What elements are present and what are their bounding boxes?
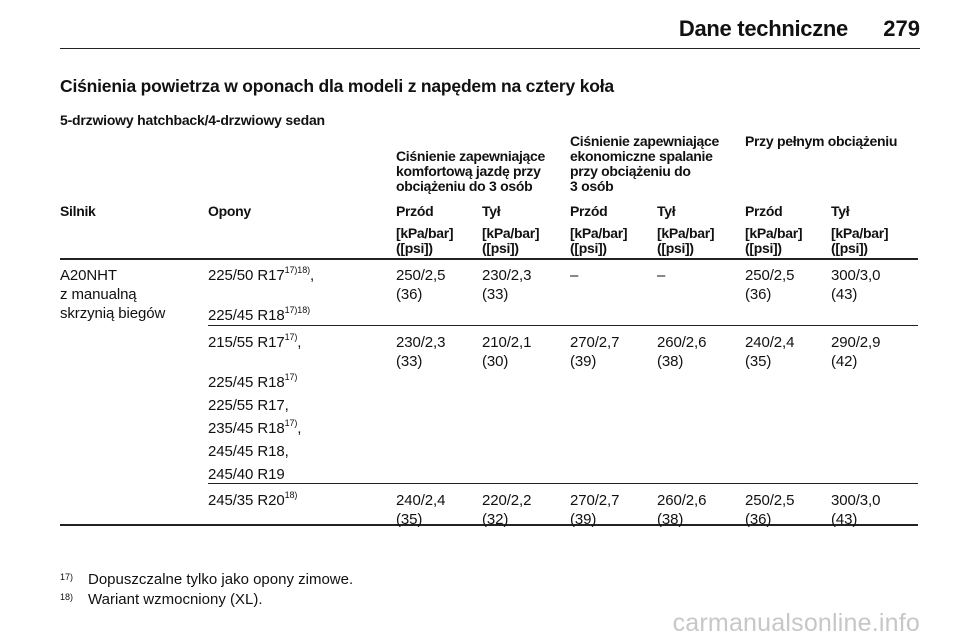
- col-header-comfort-rear: Tył: [482, 203, 501, 219]
- pressure-value: 250/2,5 (36): [745, 267, 795, 303]
- footnote-text: Wariant wzmocniony (XL).: [88, 591, 263, 608]
- page-header: Dane techniczne 279: [60, 14, 920, 49]
- table-header-rule: [60, 258, 918, 260]
- col-header-eco-rear: Tył: [657, 203, 676, 219]
- section-title: Ciśnienia powietrza w oponach dla modeli…: [60, 76, 614, 96]
- pressure-value: 230/2,3 (33): [396, 334, 446, 370]
- pressure-value: 240/2,4 (35): [745, 334, 795, 370]
- unit-full-front: [kPa/bar] ([psi]): [745, 225, 803, 256]
- unit-full-rear: [kPa/bar] ([psi]): [831, 225, 889, 256]
- tyre-separator: ,: [310, 267, 315, 284]
- tyre-size: 225/45 R1817): [208, 372, 298, 392]
- pressure-value: 300/3,0 (43): [831, 492, 881, 528]
- tyre-footnote-ref: 17): [284, 332, 298, 342]
- tyre-separator: ,: [297, 420, 302, 437]
- col-header-eco-front: Przód: [570, 203, 608, 219]
- footnote-text: Dopuszczalne tylko jako opony zimowe.: [88, 571, 354, 588]
- row-divider: [208, 483, 918, 484]
- footnote-17: 17) Dopuszczalne tylko jako opony zimowe.: [60, 571, 353, 588]
- tyre-size: 245/35 R2018): [208, 490, 298, 510]
- pressure-value: 260/2,6 (38): [657, 492, 707, 528]
- pressure-value: 270/2,7 (39): [570, 334, 620, 370]
- pressure-value: 300/3,0 (43): [831, 267, 881, 303]
- pressure-value: 250/2,5 (36): [745, 492, 795, 528]
- col-header-tyres: Opony: [208, 203, 251, 219]
- pressure-value: –: [657, 267, 666, 284]
- page-title: Dane techniczne: [678, 16, 848, 41]
- page-number: 279: [883, 16, 920, 41]
- table-bottom-rule: [60, 524, 918, 526]
- unit-eco-rear: [kPa/bar] ([psi]): [657, 225, 715, 256]
- pressure-value: 270/2,7 (39): [570, 492, 620, 528]
- footnote-mark: 18): [60, 592, 74, 602]
- tyre-size: 235/45 R1817),: [208, 418, 302, 438]
- pressure-value: 290/2,9 (42): [831, 334, 881, 370]
- tyre-footnote-ref: 17)18): [284, 305, 311, 315]
- unit-eco-front: [kPa/bar] ([psi]): [570, 225, 628, 256]
- tyre-size: 225/50 R1717)18),: [208, 265, 315, 285]
- pressure-value: 240/2,4 (35): [396, 492, 446, 528]
- pressure-value: –: [570, 267, 579, 284]
- pressure-value: 260/2,6 (38): [657, 334, 707, 370]
- tyre-size: 245/45 R18,: [208, 443, 289, 460]
- group-heading-eco: Ciśnienie zapewniające ekonomiczne spala…: [570, 133, 720, 194]
- tyre-footnote-ref: 17): [284, 418, 298, 428]
- watermark: carmanualsonline.info: [672, 609, 920, 637]
- tyre-separator: ,: [297, 334, 302, 351]
- tyre-size: 225/45 R1817)18): [208, 305, 311, 325]
- pressure-value: 220/2,2 (32): [482, 492, 532, 528]
- group-heading-full-load: Przy pełnym obciążeniu: [745, 133, 898, 149]
- subsection-title: 5-drzwiowy hatchback/4-drzwiowy sedan: [60, 112, 325, 128]
- footnote-18: 18) Wariant wzmocniony (XL).: [60, 591, 263, 608]
- tyre-size: 215/55 R1717),: [208, 332, 302, 352]
- tyre-size: 245/40 R19: [208, 466, 285, 483]
- tyre-footnote-ref: 17)18): [284, 265, 311, 275]
- tyre-size: 225/55 R17,: [208, 397, 289, 414]
- footnote-mark: 17): [60, 572, 74, 582]
- unit-comfort-rear: [kPa/bar] ([psi]): [482, 225, 540, 256]
- pressure-value: 210/2,1 (30): [482, 334, 532, 370]
- group-heading-comfort: Ciśnienie zapewniające komfortową jazdę …: [396, 148, 546, 194]
- col-header-full-rear: Tył: [831, 203, 850, 219]
- row-divider: [208, 325, 918, 326]
- tyre-footnote-ref: 17): [284, 372, 298, 382]
- col-header-engine: Silnik: [60, 203, 96, 219]
- pressure-value: 250/2,5 (36): [396, 267, 446, 303]
- col-header-comfort-front: Przód: [396, 203, 434, 219]
- engine-cell: A20NHT z manualną skrzynią biegów: [60, 267, 166, 322]
- col-header-full-front: Przód: [745, 203, 783, 219]
- tyre-footnote-ref: 18): [284, 490, 298, 500]
- unit-comfort-front: [kPa/bar] ([psi]): [396, 225, 454, 256]
- pressure-value: 230/2,3 (33): [482, 267, 532, 303]
